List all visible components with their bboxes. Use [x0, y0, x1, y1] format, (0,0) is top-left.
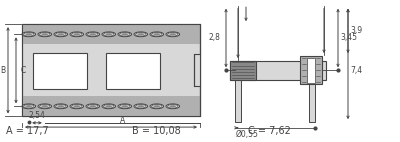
Circle shape — [138, 105, 144, 107]
Circle shape — [118, 104, 132, 109]
Bar — [235, 80, 241, 122]
Circle shape — [104, 105, 114, 108]
Circle shape — [90, 105, 96, 107]
Circle shape — [166, 32, 180, 37]
Text: B = 10,08: B = 10,08 — [132, 126, 181, 136]
Circle shape — [154, 105, 160, 107]
Circle shape — [42, 105, 48, 107]
Circle shape — [150, 32, 164, 37]
Circle shape — [56, 33, 66, 36]
Circle shape — [120, 105, 130, 108]
Circle shape — [72, 105, 82, 108]
Circle shape — [86, 32, 100, 37]
Circle shape — [58, 33, 64, 35]
Circle shape — [118, 32, 132, 37]
Circle shape — [138, 33, 144, 35]
Text: B: B — [0, 66, 5, 75]
Circle shape — [74, 33, 80, 35]
Circle shape — [70, 104, 84, 109]
Circle shape — [168, 105, 178, 108]
Bar — [307, 58, 315, 83]
Circle shape — [54, 104, 68, 109]
Circle shape — [24, 33, 34, 36]
Circle shape — [122, 33, 128, 35]
Text: 2,54: 2,54 — [28, 111, 45, 120]
Circle shape — [150, 104, 164, 109]
Circle shape — [170, 33, 176, 35]
Circle shape — [54, 32, 68, 37]
Text: A: A — [120, 116, 126, 125]
Circle shape — [88, 105, 98, 108]
Circle shape — [40, 105, 50, 108]
Text: 7,4: 7,4 — [350, 66, 362, 76]
Circle shape — [170, 105, 176, 107]
Circle shape — [122, 105, 128, 107]
Circle shape — [42, 33, 48, 35]
Bar — [300, 56, 322, 84]
Circle shape — [166, 104, 180, 109]
Circle shape — [152, 33, 162, 36]
Circle shape — [72, 33, 82, 36]
Circle shape — [106, 33, 112, 35]
Circle shape — [90, 33, 96, 35]
Text: 3,45: 3,45 — [340, 34, 357, 42]
Circle shape — [154, 33, 160, 35]
Circle shape — [152, 105, 162, 108]
Circle shape — [74, 105, 80, 107]
Circle shape — [38, 104, 52, 109]
Circle shape — [26, 33, 32, 35]
Bar — [309, 80, 315, 122]
Circle shape — [70, 32, 84, 37]
Bar — [22, 24, 200, 116]
Circle shape — [102, 104, 116, 109]
Circle shape — [56, 105, 66, 108]
Circle shape — [22, 32, 36, 37]
Bar — [194, 54, 200, 86]
Text: 2,8: 2,8 — [208, 34, 220, 42]
Circle shape — [88, 33, 98, 36]
Circle shape — [120, 33, 130, 36]
Text: 3,9: 3,9 — [350, 26, 362, 35]
Circle shape — [106, 105, 112, 107]
Circle shape — [22, 104, 36, 109]
Text: A = 17,7: A = 17,7 — [6, 126, 49, 136]
Circle shape — [134, 104, 148, 109]
Circle shape — [40, 33, 50, 36]
Bar — [106, 53, 160, 89]
Circle shape — [136, 33, 146, 36]
Circle shape — [86, 104, 100, 109]
Bar — [33, 53, 87, 89]
Bar — [22, 24, 200, 44]
Circle shape — [102, 32, 116, 37]
Circle shape — [134, 32, 148, 37]
Bar — [22, 24, 200, 116]
Circle shape — [58, 105, 64, 107]
Bar — [22, 96, 200, 116]
Circle shape — [38, 32, 52, 37]
Circle shape — [26, 105, 32, 107]
Circle shape — [168, 33, 178, 36]
Text: C = 7,62: C = 7,62 — [248, 126, 291, 136]
Bar — [230, 61, 326, 80]
Circle shape — [24, 105, 34, 108]
Bar — [230, 61, 256, 80]
Circle shape — [104, 33, 114, 36]
Text: C: C — [21, 66, 26, 75]
Text: Ø0,55: Ø0,55 — [236, 130, 259, 139]
Circle shape — [136, 105, 146, 108]
